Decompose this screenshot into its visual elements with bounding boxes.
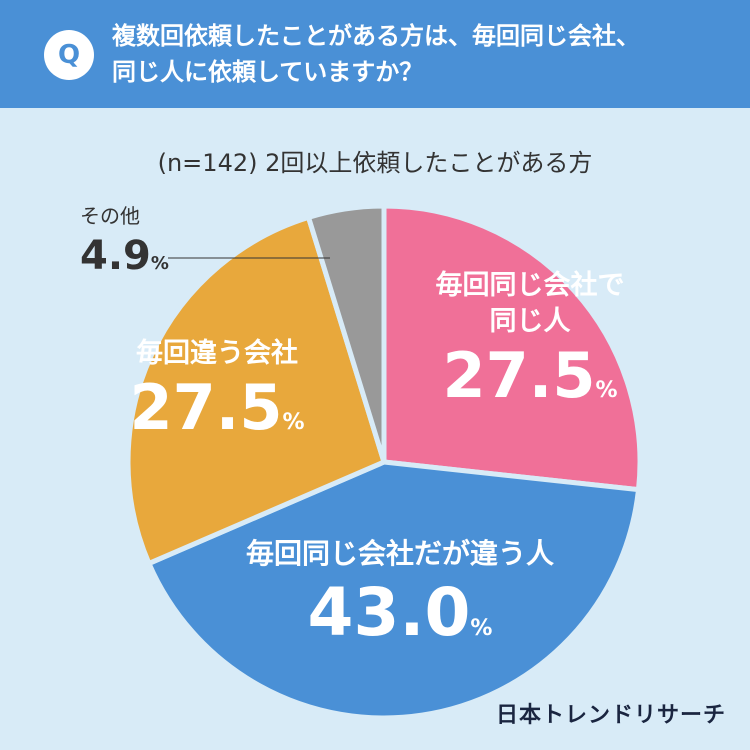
slice-unit: % [150, 253, 169, 274]
slice-label-different-company: 毎回違う会社 27.5% [112, 336, 322, 459]
brand-logo: 日本トレンドリサーチ [495, 703, 726, 728]
slice-label-line: 毎回同じ会社だが違う人 [245, 537, 554, 570]
slice-value: 43.0 [307, 574, 471, 651]
slice-label-line: 毎回同じ会社で [435, 270, 625, 301]
slice-label-same-company-same-person: 毎回同じ会社で 同じ人 27.5% [405, 268, 655, 427]
question-header: Q 複数回依頼したことがある方は、毎回同じ会社、 同じ人に依頼していますか？ [0, 0, 750, 108]
slice-value: 27.5 [129, 371, 283, 444]
slice-unit: % [470, 616, 493, 641]
slice-value: 4.9 [80, 233, 151, 279]
pie-slice-other [306, 203, 387, 465]
slice-unit: % [595, 378, 618, 403]
slice-label-line: 同じ人 [489, 306, 571, 337]
question-text: 複数回依頼したことがある方は、毎回同じ会社、 同じ人に依頼していますか？ [112, 18, 732, 90]
slice-label-other: その他 4.9% [80, 202, 180, 290]
chart-subtitle: (n=142) 2回以上依頼したことがある方 [157, 149, 593, 177]
pie-slice-same-company-different-person [146, 459, 641, 721]
pie-slice-different-company [125, 214, 387, 566]
slice-value: 27.5 [442, 339, 596, 412]
q-badge-icon: Q [44, 30, 94, 80]
pie-slice-same-company-same-person [381, 203, 643, 493]
slice-label-line: 毎回違う会社 [136, 338, 298, 369]
slice-unit: % [282, 410, 305, 435]
slice-label-same-company-different-person: 毎回同じ会社だが違う人 43.0% [180, 535, 620, 669]
question-line-2: 同じ人に依頼していますか？ [112, 58, 424, 86]
question-line-1: 複数回依頼したことがある方は、毎回同じ会社、 [112, 22, 640, 50]
slice-label-line: その他 [80, 204, 140, 228]
